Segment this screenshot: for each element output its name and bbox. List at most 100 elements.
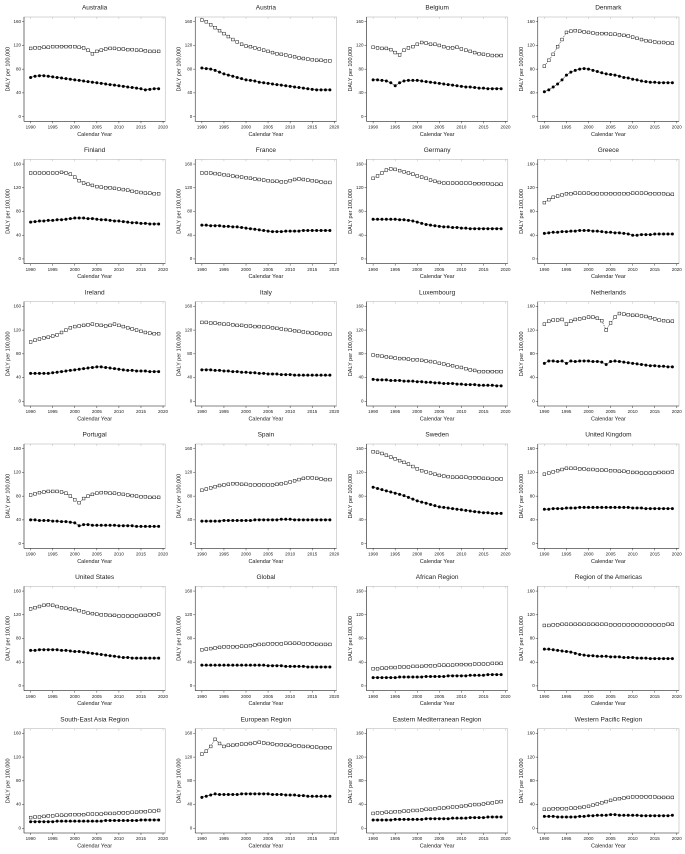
x-axis-label: Calendar Year <box>591 132 626 138</box>
point <box>424 380 428 384</box>
point <box>600 319 604 323</box>
point <box>429 80 433 84</box>
point <box>148 613 152 617</box>
point <box>68 217 72 221</box>
point <box>231 370 235 374</box>
point <box>657 795 661 800</box>
point <box>551 85 555 89</box>
point <box>490 673 494 677</box>
point <box>644 471 648 475</box>
point <box>464 508 468 512</box>
point <box>569 70 573 74</box>
point <box>139 87 143 91</box>
point <box>609 655 613 659</box>
point <box>397 168 402 173</box>
point <box>644 363 648 367</box>
point <box>253 792 257 796</box>
y-tick-label: 40 <box>530 375 536 380</box>
point <box>46 45 50 49</box>
point <box>222 663 226 667</box>
point <box>139 613 143 618</box>
point <box>653 471 657 475</box>
point <box>670 507 674 511</box>
point <box>29 820 33 824</box>
y-tick-label: 0 <box>18 541 21 546</box>
x-axis-label: Calendar Year <box>77 559 112 565</box>
x-tick-label: 1995 <box>561 267 572 272</box>
point <box>551 230 555 234</box>
y-tick-label: 120 <box>13 185 21 190</box>
point <box>608 32 613 36</box>
point <box>617 231 621 235</box>
point <box>631 35 635 39</box>
point <box>209 793 213 797</box>
point <box>442 82 446 86</box>
point <box>33 518 37 522</box>
point <box>235 743 239 747</box>
point <box>415 358 419 362</box>
y-tick-label: 160 <box>527 731 535 736</box>
x-axis-label: Calendar Year <box>248 416 283 422</box>
point <box>279 743 283 747</box>
point <box>613 315 617 319</box>
point <box>406 379 410 383</box>
point <box>90 492 95 497</box>
point <box>301 744 306 749</box>
point <box>134 48 139 52</box>
x-tick-label: 2005 <box>92 267 103 272</box>
x-tick-label: 2000 <box>584 552 595 557</box>
point <box>328 88 332 92</box>
point <box>248 518 252 522</box>
point <box>90 322 95 326</box>
point <box>200 18 204 22</box>
point <box>139 810 143 814</box>
point <box>617 655 621 659</box>
point <box>433 381 437 385</box>
point <box>639 37 644 42</box>
point <box>380 676 384 680</box>
point <box>450 181 455 185</box>
y-tick-label: 40 <box>16 659 22 664</box>
point <box>450 805 455 809</box>
x-tick-label: 2005 <box>263 125 274 130</box>
point <box>486 511 490 515</box>
point <box>406 78 410 82</box>
point <box>217 321 222 326</box>
point <box>90 52 95 56</box>
plot-frame <box>194 301 337 407</box>
point <box>495 661 499 666</box>
point <box>371 45 375 49</box>
point <box>148 809 152 813</box>
y-tick-label: 120 <box>13 327 21 332</box>
point <box>622 505 626 509</box>
x-tick-label: 2015 <box>307 125 318 130</box>
point <box>143 818 147 822</box>
point <box>384 46 388 51</box>
point <box>662 814 666 818</box>
x-tick-label: 2005 <box>263 552 274 557</box>
point <box>648 795 652 799</box>
point <box>86 494 90 498</box>
point <box>648 657 652 661</box>
panel-title: Sweden <box>425 432 449 439</box>
plot-frame <box>194 443 337 549</box>
x-tick-label: 1995 <box>219 409 230 414</box>
point <box>139 190 143 195</box>
x-tick-label: 1995 <box>561 836 572 841</box>
x-tick-label: 2005 <box>434 836 445 841</box>
point <box>375 450 380 454</box>
point <box>239 42 244 46</box>
series-line <box>544 814 673 818</box>
x-tick-label: 1990 <box>26 267 37 272</box>
plot-frame <box>23 16 166 122</box>
point <box>662 507 666 511</box>
point <box>639 623 644 627</box>
x-tick-label: 2010 <box>628 267 639 272</box>
y-tick-label: 0 <box>361 683 364 688</box>
point <box>306 665 310 669</box>
point <box>631 470 635 475</box>
point <box>253 483 257 487</box>
y-tick-label: 40 <box>358 375 364 380</box>
